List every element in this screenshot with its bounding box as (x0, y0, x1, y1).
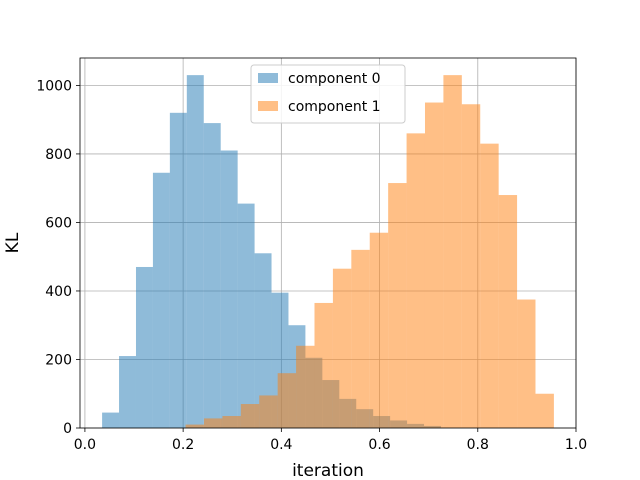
bar-series-1-bin-1 (204, 418, 223, 428)
bar-series-1-bin-12 (406, 133, 425, 429)
bar-series-1-bin-0 (185, 424, 204, 428)
bar-series-0-bin-9 (254, 253, 272, 428)
legend-box (250, 64, 406, 124)
bar-series-1-bin-3 (240, 404, 260, 428)
legend-label-component-0: component 0 (288, 71, 381, 87)
bar-series-1-bin-5 (277, 373, 297, 428)
bar-series-0-bin-1 (119, 356, 136, 428)
bar-series-1-bin-4 (259, 395, 278, 428)
legend-label-component-1: component 1 (288, 99, 381, 115)
bar-series-0-bin-2 (135, 266, 153, 428)
bar-series-1-bin-10 (369, 232, 389, 428)
bar-series-1-bin-16 (480, 143, 499, 429)
bar-series-0-bin-4 (169, 112, 187, 428)
bar-series-0-bin-8 (237, 203, 255, 428)
x-tick-label: 1.0 (565, 437, 587, 453)
bar-series-1-bin-13 (424, 102, 444, 428)
x-axis-label: iteration (292, 461, 364, 480)
bar-series-1-bin-9 (351, 249, 370, 428)
bar-series-0-bin-5 (186, 75, 204, 428)
y-tick-label: 800 (45, 147, 72, 163)
x-tick-label: 0.8 (467, 437, 489, 453)
bar-series-0-bin-0 (102, 412, 120, 428)
x-tick-label: 0.6 (368, 437, 390, 453)
x-tick-label: 0.0 (74, 437, 96, 453)
y-tick-label: 1000 (36, 78, 72, 94)
bar-series-1-bin-14 (443, 75, 462, 428)
series-1-bars (185, 75, 554, 429)
bar-series-1-bin-18 (517, 299, 536, 428)
bar-series-1-bin-19 (535, 393, 554, 428)
legend-swatch-component-1 (258, 101, 278, 111)
legend: component 0 component 1 (250, 64, 406, 124)
bar-series-0-bin-7 (220, 150, 238, 428)
bar-series-1-bin-7 (314, 302, 333, 428)
bar-series-1-bin-17 (498, 195, 518, 428)
bar-series-1-bin-15 (461, 104, 481, 428)
legend-swatch-component-0 (258, 73, 278, 83)
bar-series-1-bin-8 (332, 268, 352, 428)
y-ticks: 0 200 400 600 800 1000 (36, 78, 80, 437)
y-axis-label: KL (3, 232, 23, 253)
x-tick-label: 0.4 (270, 437, 292, 453)
y-tick-label: 0 (63, 421, 72, 437)
bar-series-1-bin-2 (222, 416, 241, 428)
plot-frame (79, 57, 577, 429)
x-ticks: 0.0 0.2 0.4 0.6 0.8 1.0 (74, 428, 587, 453)
bar-series-1-bin-6 (296, 345, 315, 428)
y-tick-label: 400 (45, 284, 72, 300)
histogram-bars (102, 75, 554, 429)
y-tick-label: 200 (45, 352, 72, 368)
x-tick-label: 0.2 (172, 437, 194, 453)
bar-series-0-bin-3 (152, 172, 170, 428)
y-tick-label: 600 (45, 215, 72, 231)
bar-series-0-bin-6 (203, 123, 221, 428)
bar-series-1-bin-11 (388, 183, 407, 428)
